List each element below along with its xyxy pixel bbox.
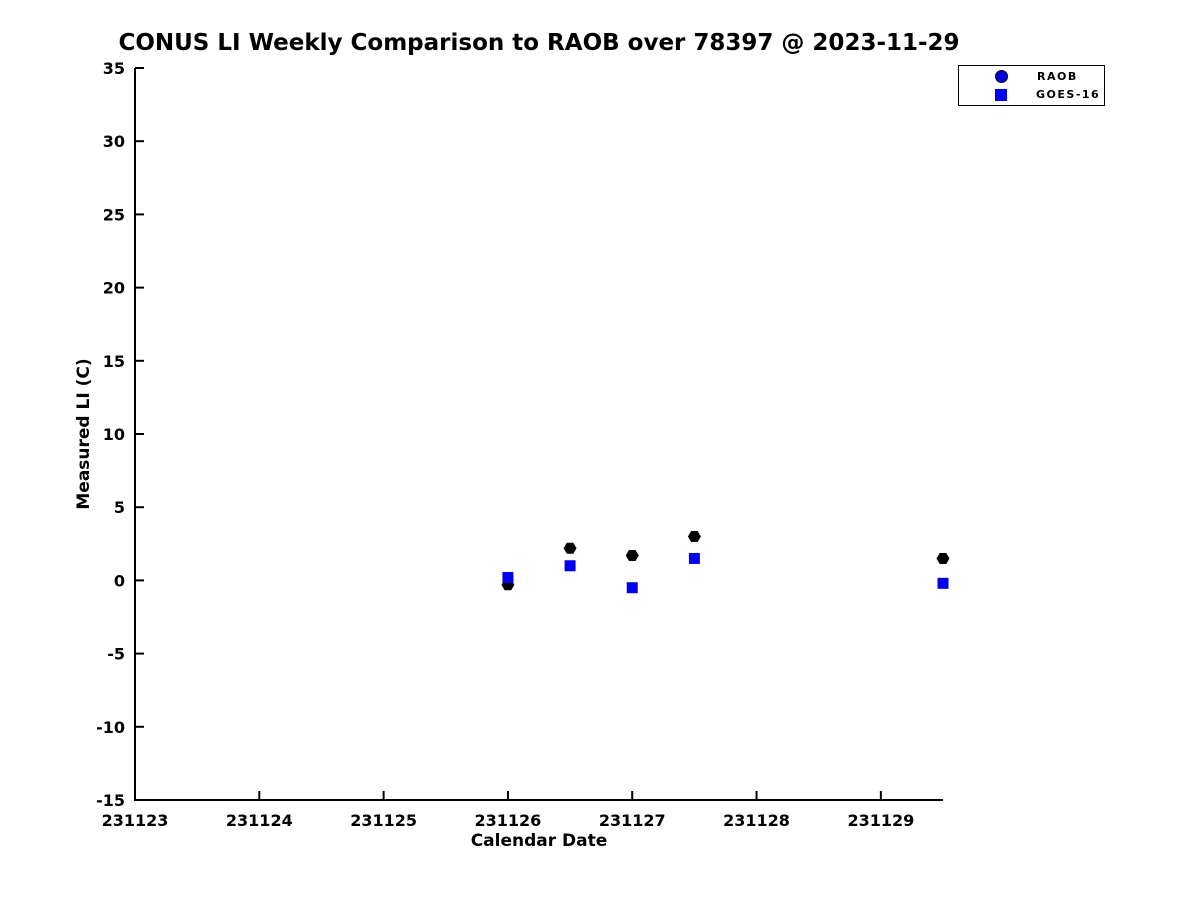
y-tick-label: 20 xyxy=(103,279,125,298)
raob-point xyxy=(936,552,950,564)
goes16-marker-icon xyxy=(995,88,1007,101)
goes16-point xyxy=(937,577,949,589)
chart-title: CONUS LI Weekly Comparison to RAOB over … xyxy=(118,30,960,56)
x-tick-label: 231128 xyxy=(723,811,790,830)
y-tick-label: -10 xyxy=(96,718,125,737)
y-tick-label: 15 xyxy=(103,352,125,371)
goes16-point xyxy=(688,552,700,564)
raob-point xyxy=(687,530,701,542)
x-tick-label: 231125 xyxy=(350,811,417,830)
y-tick-label: 0 xyxy=(114,571,125,590)
legend: RAOB GOES-16 xyxy=(958,65,1105,106)
goes16-point xyxy=(626,582,638,594)
x-tick-label: 231123 xyxy=(102,811,169,830)
y-tick-label: 25 xyxy=(103,205,125,224)
raob-point xyxy=(625,550,639,562)
legend-entry-raob: RAOB xyxy=(959,69,1104,84)
legend-label-goes16: GOES-16 xyxy=(1036,88,1101,101)
raob-point xyxy=(563,542,577,554)
goes16-point xyxy=(502,571,514,583)
raob-marker-icon xyxy=(995,70,1008,83)
axis-spines xyxy=(134,68,943,801)
y-tick-label: 10 xyxy=(103,425,125,444)
legend-label-raob: RAOB xyxy=(1037,70,1078,83)
x-tick-label: 231126 xyxy=(475,811,542,830)
y-tick-label: 30 xyxy=(103,132,125,151)
x-tick-label: 231127 xyxy=(599,811,666,830)
legend-entry-goes16: GOES-16 xyxy=(959,87,1104,102)
y-tick-label: 35 xyxy=(103,59,125,78)
x-tick-label: 231129 xyxy=(847,811,914,830)
y-tick-label: -15 xyxy=(96,791,125,810)
y-tick-label: 5 xyxy=(114,498,125,517)
goes16-point xyxy=(564,560,576,572)
x-axis-label: Calendar Date xyxy=(470,831,608,851)
y-axis-label: Measured LI (C) xyxy=(74,358,94,510)
y-tick-label: -5 xyxy=(107,645,125,664)
x-tick-label: 231124 xyxy=(226,811,293,830)
